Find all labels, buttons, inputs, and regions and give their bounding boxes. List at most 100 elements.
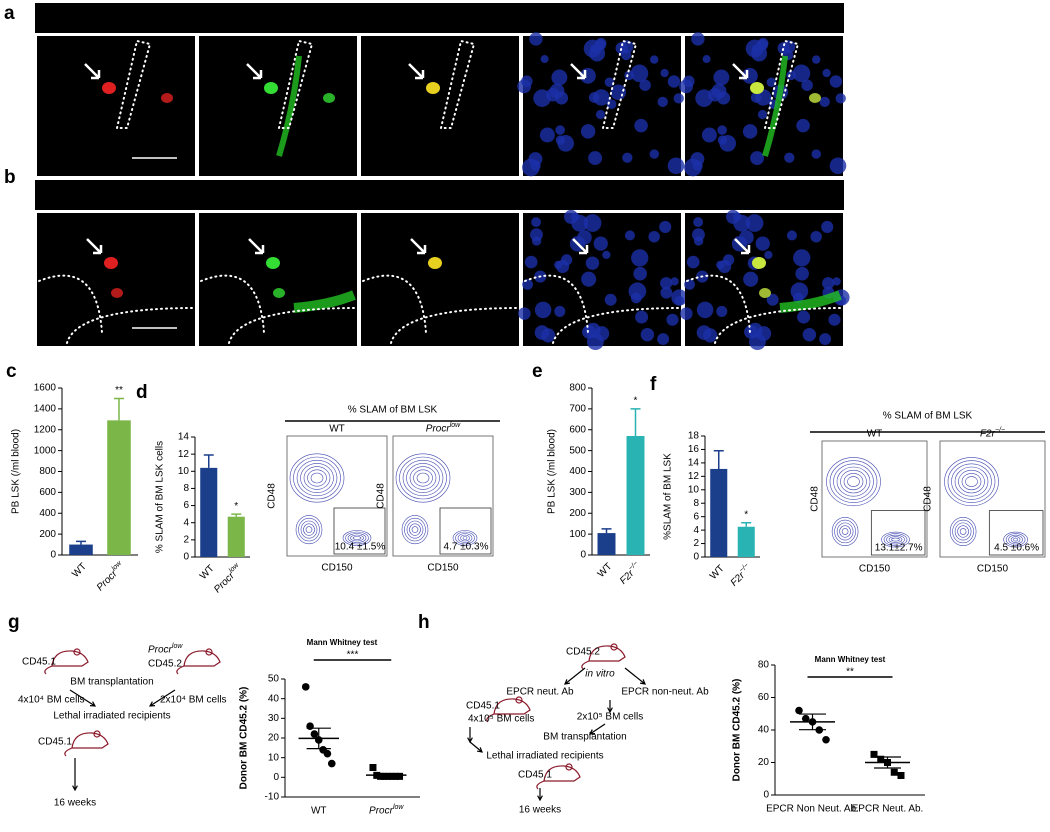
- nucleus: [631, 249, 649, 267]
- schematic-text: 2x10⁵ BM cells: [577, 712, 643, 723]
- mouse-ear: [515, 696, 523, 704]
- nucleus: [615, 42, 628, 55]
- schematic-text: Procrlow: [148, 643, 183, 656]
- data-point: [396, 772, 404, 780]
- nucleus: [580, 124, 596, 139]
- contour: [1005, 533, 1026, 546]
- micrograph: [37, 36, 195, 176]
- mouse-tail: [64, 747, 73, 757]
- nucleus: [518, 307, 531, 320]
- contour: [409, 523, 421, 536]
- nucleus: [829, 157, 847, 175]
- y-tick-label: 40: [758, 725, 770, 736]
- vessel-signal: [762, 55, 788, 157]
- micrograph-content: [84, 39, 177, 159]
- contour: [416, 472, 430, 484]
- y-tick-label: 14: [178, 432, 190, 443]
- contours: [289, 453, 372, 546]
- nucleus: [594, 39, 606, 51]
- schematic-text: CD45.2: [566, 647, 600, 658]
- nucleus: [539, 127, 555, 143]
- mouse-body: [183, 650, 221, 667]
- contour: [289, 453, 345, 503]
- y-tick-label: 100: [569, 529, 586, 540]
- contour: [460, 534, 470, 542]
- error-bar: [741, 521, 752, 527]
- contour: [954, 522, 972, 541]
- contour: [834, 519, 856, 544]
- micrograph-content: [200, 238, 358, 344]
- micrograph-content: [362, 238, 520, 344]
- flow-title: % SLAM of BM LSK: [348, 405, 438, 416]
- significance: *: [234, 501, 238, 512]
- nucleus: [790, 282, 809, 301]
- cell: [750, 82, 764, 94]
- chart-title: Mann Whitney test: [307, 638, 378, 647]
- micrograph-content: [408, 39, 476, 129]
- nucleus: [696, 301, 714, 319]
- nucleus: [634, 118, 648, 133]
- arrow: [607, 700, 613, 714]
- vessel-outline: [115, 39, 152, 129]
- y-tick-label: 500: [569, 445, 586, 456]
- nucleus: [693, 236, 704, 246]
- nucleus: [819, 333, 832, 345]
- nucleus: [822, 277, 835, 290]
- data-point: [890, 768, 898, 776]
- panel-label: e: [532, 361, 543, 382]
- data-point: [306, 722, 314, 730]
- vessel-outline: [524, 274, 682, 344]
- x-tick-label: F2r−/−: [617, 560, 644, 587]
- schematic-text: Lethal irradiated recipients: [53, 711, 170, 722]
- contour: [395, 453, 451, 503]
- micrograph: [361, 213, 519, 346]
- nucleus: [673, 93, 684, 104]
- micrograph: [361, 36, 519, 176]
- cell: [426, 82, 440, 94]
- chart-title: Mann Whitney test: [815, 655, 886, 664]
- nucleus: [692, 160, 703, 171]
- micrograph: [199, 213, 357, 346]
- contour: [406, 520, 424, 539]
- nucleus: [797, 310, 811, 324]
- nucleus: [719, 135, 737, 152]
- data-point: [327, 759, 336, 768]
- contour: [342, 530, 372, 546]
- contour: [300, 463, 334, 493]
- nucleus: [534, 301, 552, 319]
- flow-x-label: CD150: [427, 563, 459, 574]
- nucleus: [810, 231, 822, 243]
- contour: [347, 533, 367, 543]
- contour: [462, 536, 468, 540]
- flow-x-label: CD150: [321, 563, 353, 574]
- schematic-text: 4x10⁵ BM cells: [468, 714, 534, 725]
- flow-plot-title: WT: [867, 429, 883, 440]
- header-bar: [35, 180, 844, 210]
- y-tick-label: 8: [693, 498, 699, 509]
- gate-label: 13.1±2.7%: [875, 543, 923, 554]
- arrow: [469, 741, 483, 753]
- nucleus: [660, 68, 669, 78]
- nucleus: [777, 42, 790, 55]
- panel-label: g: [8, 612, 20, 633]
- nucleus: [766, 293, 779, 306]
- nucleus: [793, 249, 811, 267]
- contour: [406, 463, 440, 493]
- nucleus: [583, 214, 602, 232]
- significance: **: [115, 385, 123, 396]
- schematic-text: 16 weeks: [519, 805, 561, 816]
- error-bar: [306, 727, 331, 750]
- contour: [307, 469, 327, 487]
- mouse-icon: [536, 763, 581, 790]
- panel-label: f: [650, 374, 657, 395]
- error-bar: [799, 713, 826, 731]
- schematic-text: Lethal irradiated recipients: [486, 751, 603, 762]
- contour: [847, 476, 860, 487]
- nucleus: [549, 83, 565, 99]
- nucleus: [829, 75, 843, 88]
- y-tick-label: 800: [569, 383, 586, 394]
- data-point: [310, 730, 319, 738]
- x-tick-label: EPCR Neut. Ab.: [852, 804, 924, 815]
- nucleus: [832, 277, 841, 286]
- contour: [295, 515, 323, 545]
